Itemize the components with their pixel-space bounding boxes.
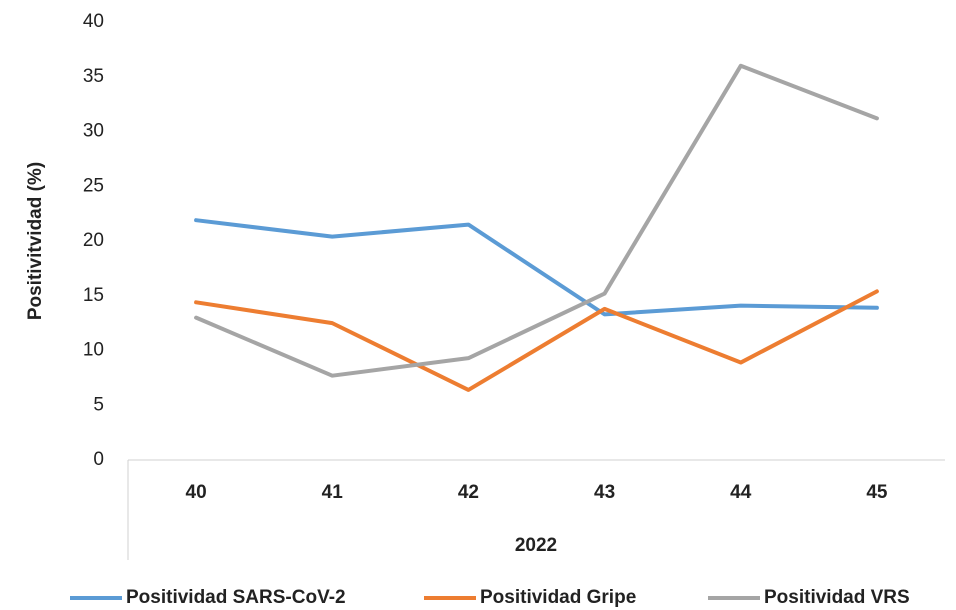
series-line — [194, 289, 879, 392]
legend-label: Positividad Gripe — [480, 587, 636, 608]
y-tick-label: 0 — [93, 449, 104, 470]
x-group-label: 2022 — [515, 535, 557, 556]
legend-label: Positividad SARS-CoV-2 — [126, 587, 346, 608]
x-tick-label: 40 — [186, 482, 207, 503]
x-tick-label: 44 — [730, 482, 752, 503]
y-tick-label: 40 — [83, 11, 104, 32]
x-tick-label: 41 — [322, 482, 344, 503]
y-tick-label: 15 — [83, 285, 104, 306]
series-line — [194, 218, 879, 317]
y-axis-label: Positivitvidad (%) — [25, 162, 46, 320]
y-tick-label: 5 — [93, 394, 104, 415]
y-tick-label: 35 — [83, 66, 104, 87]
x-tick-label: 45 — [866, 482, 888, 503]
y-tick-label: 10 — [83, 340, 104, 361]
x-tick-label: 42 — [458, 482, 479, 503]
series-line — [194, 63, 879, 378]
y-tick-label: 30 — [83, 121, 104, 142]
y-tick-label: 20 — [83, 230, 104, 251]
x-tick-label: 43 — [594, 482, 615, 503]
legend-label: Positividad VRS — [764, 587, 910, 608]
y-tick-label: 25 — [83, 175, 104, 196]
